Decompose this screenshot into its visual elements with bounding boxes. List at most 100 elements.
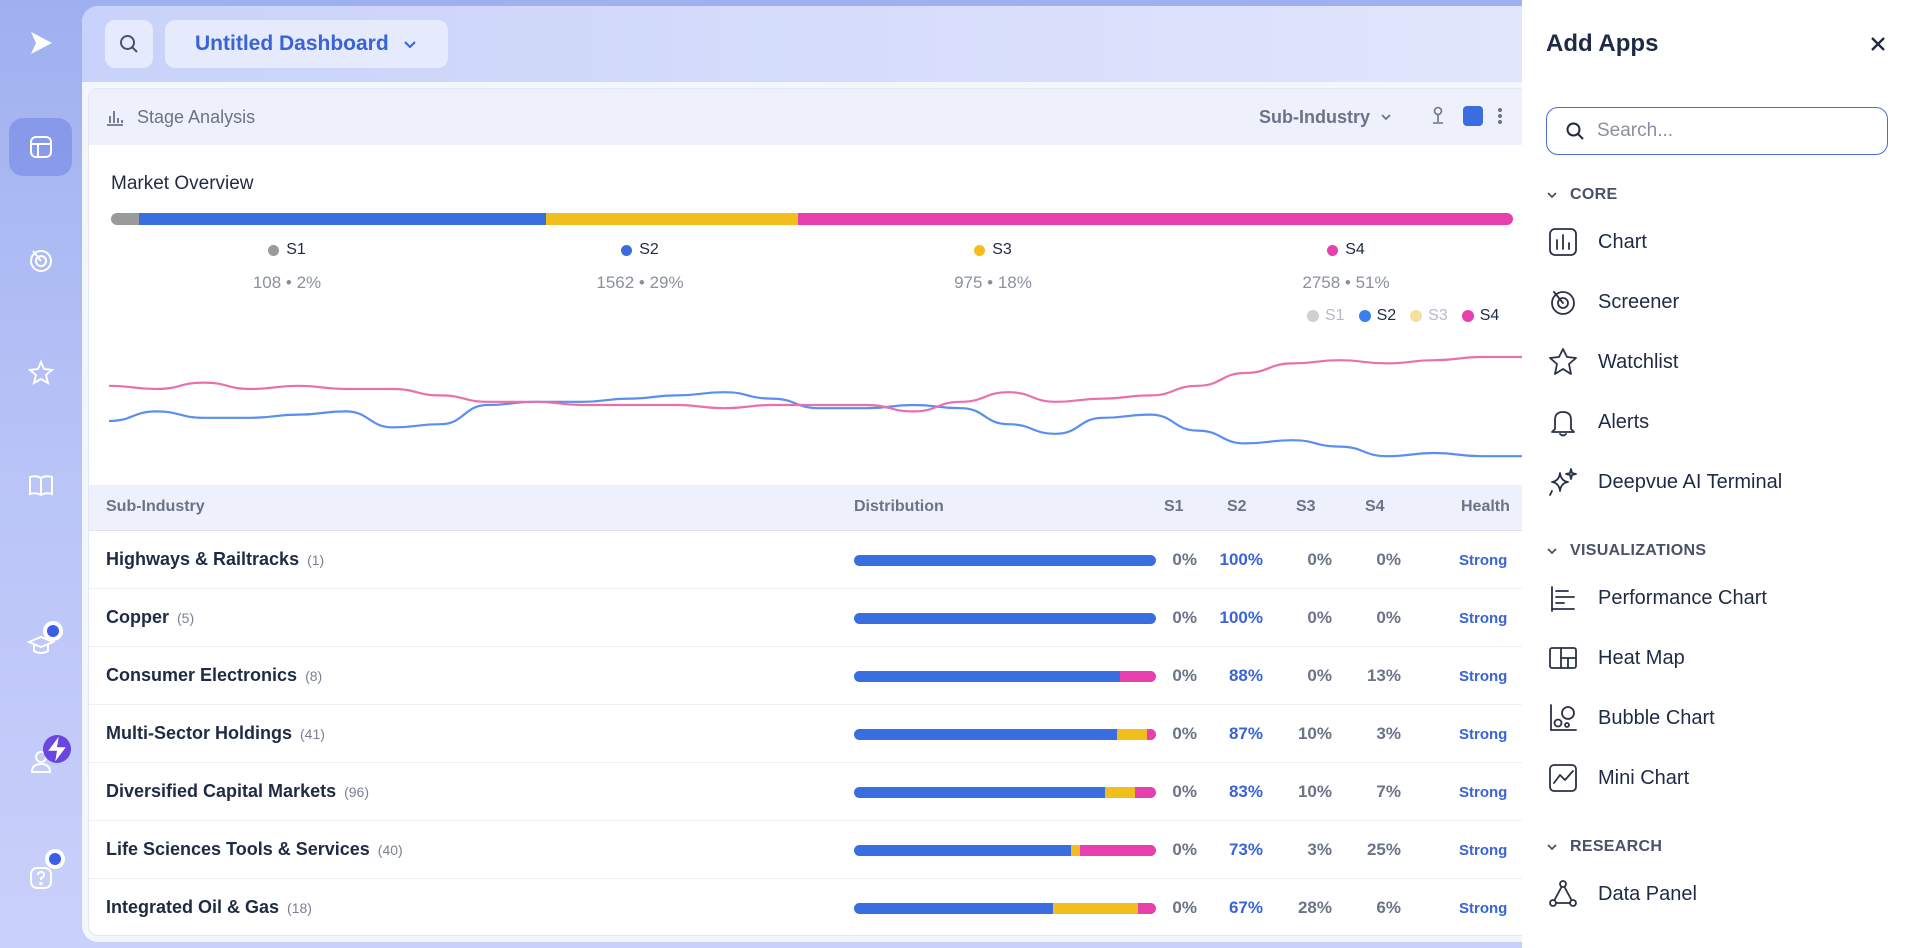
search-icon <box>120 35 138 53</box>
app-item-label: Bubble Chart <box>1598 706 1715 729</box>
section-header-visualizations[interactable]: VISUALIZATIONS <box>1546 542 1706 560</box>
stage-name: S1 <box>187 241 387 259</box>
row-name: Multi-Sector Holdings (41) <box>106 723 325 744</box>
market-overview-title: Market Overview <box>111 173 254 194</box>
app-item-deepvue-ai-terminal[interactable]: Deepvue AI Terminal <box>1546 458 1886 506</box>
row-s1: 0% <box>1172 840 1197 859</box>
app-item-data-panel[interactable]: Data Panel <box>1546 870 1886 918</box>
legend-item-s2[interactable]: S2 <box>1358 307 1397 325</box>
close-panel-button[interactable] <box>1862 28 1894 60</box>
table-row[interactable]: Highways & Railtracks (1) 0% 100% 0% 0% Strong <box>89 531 1522 589</box>
bell-icon <box>1551 411 1575 437</box>
row-count: (40) <box>377 842 403 858</box>
app-item-alerts[interactable]: Alerts <box>1546 398 1886 446</box>
distribution-segment <box>854 671 1120 682</box>
rail-learn-button[interactable] <box>9 616 72 674</box>
app-search-input[interactable] <box>1597 120 1867 142</box>
table-row[interactable]: Integrated Oil & Gas (18) 0% 67% 28% 6% Strong <box>89 879 1522 935</box>
app-item-watchlist[interactable]: Watchlist <box>1546 338 1886 386</box>
chevron-down-icon <box>1547 844 1557 851</box>
rail-research-button[interactable] <box>9 456 72 514</box>
row-name: Copper (5) <box>106 607 194 628</box>
app-logo[interactable] <box>9 14 72 72</box>
app-item-performance-chart[interactable]: Performance Chart <box>1546 574 1886 622</box>
card-header-actions <box>1427 105 1503 127</box>
distribution-segment <box>1134 787 1156 798</box>
row-name-text: Consumer Electronics <box>106 665 298 685</box>
app-item-label: Watchlist <box>1598 350 1679 373</box>
book-icon <box>28 475 53 497</box>
stacked-segment-s4 <box>797 213 1513 225</box>
stacked-segment-s1 <box>111 213 140 225</box>
app-item-label: Mini Chart <box>1598 766 1690 789</box>
stage-stat-s4: S4 2758 • 51% <box>1246 241 1446 293</box>
row-s3: 0% <box>1307 608 1332 627</box>
table-row[interactable]: Multi-Sector Holdings (41) 0% 87% 10% 3% Stron… <box>89 705 1522 763</box>
bar-chart-icon <box>107 111 123 126</box>
app-item-chart[interactable]: Chart <box>1546 218 1886 266</box>
app-item-screener[interactable]: Screener <box>1546 278 1886 326</box>
row-s2: 100% <box>1219 550 1263 569</box>
stage-name: S3 <box>893 241 1093 259</box>
legend-item-s1[interactable]: S1 <box>1307 307 1345 325</box>
global-search-button[interactable] <box>105 20 153 68</box>
legend-label: S2 <box>1376 307 1397 324</box>
dashboard-selector[interactable]: Untitled Dashboard <box>165 20 448 68</box>
card-title: Stage Analysis <box>105 89 255 145</box>
rail-screener-button[interactable] <box>9 231 72 289</box>
distribution-segment <box>1080 845 1156 856</box>
row-s4: 13% <box>1366 666 1401 685</box>
legend-item-s4[interactable]: S4 <box>1461 307 1499 325</box>
chevron-down-icon <box>1381 114 1391 121</box>
col-s1[interactable]: S1 <box>1164 498 1184 515</box>
col-health[interactable]: Health <box>1461 498 1510 515</box>
app-item-heat-map[interactable]: Heat Map <box>1546 634 1886 682</box>
rail-help-button[interactable] <box>9 848 72 906</box>
chart-legend: S1 S2 S3 S4 <box>1307 307 1499 325</box>
stage-line-chart <box>109 355 1522 458</box>
row-count: (8) <box>305 668 323 684</box>
app-item-label: Chart <box>1598 230 1647 253</box>
row-s3: 0% <box>1307 550 1332 569</box>
row-s2: 88% <box>1228 666 1263 685</box>
legend-label: S1 <box>1325 307 1345 324</box>
row-name-text: Diversified Capital Markets <box>106 781 337 801</box>
left-rail <box>0 0 82 948</box>
row-distribution-bar <box>854 903 1156 914</box>
legend-item-s3[interactable]: S3 <box>1410 307 1448 325</box>
notification-dot <box>43 621 63 641</box>
row-s2: 100% <box>1219 608 1263 627</box>
row-name: Life Sciences Tools & Services (40) <box>106 839 403 860</box>
col-s4[interactable]: S4 <box>1365 498 1385 515</box>
row-s3: 10% <box>1297 724 1332 743</box>
row-name: Integrated Oil & Gas (18) <box>106 897 312 918</box>
col-s2[interactable]: S2 <box>1227 498 1247 515</box>
more-vertical-icon[interactable] <box>1497 106 1503 126</box>
row-s1: 0% <box>1172 608 1197 627</box>
chevron-down-icon <box>403 41 416 49</box>
table-row[interactable]: Life Sciences Tools & Services (40) 0% 73% 3… <box>89 821 1522 879</box>
section-header-research[interactable]: RESEARCH <box>1546 838 1662 856</box>
rail-account-button[interactable] <box>9 732 72 790</box>
row-health: Strong <box>1459 900 1508 917</box>
table-row[interactable]: Copper (5) 0% 100% 0% 0% Strong <box>89 589 1522 647</box>
section-header-core[interactable]: CORE <box>1546 186 1617 204</box>
pin-icon[interactable] <box>1427 105 1449 127</box>
table-row[interactable]: Consumer Electronics (8) 0% 88% 0% 13% Strong <box>89 647 1522 705</box>
row-s2: 83% <box>1228 782 1263 801</box>
row-name: Consumer Electronics (8) <box>106 665 322 686</box>
row-s4: 7% <box>1376 782 1401 801</box>
app-item-bubble-chart[interactable]: Bubble Chart <box>1546 694 1886 742</box>
row-s1: 0% <box>1172 666 1197 685</box>
rail-dashboard-button[interactable] <box>9 118 72 176</box>
color-swatch[interactable] <box>1463 106 1483 126</box>
rail-watchlist-button[interactable] <box>9 344 72 402</box>
dashboard-icon <box>29 136 52 158</box>
col-sub-industry[interactable]: Sub-Industry <box>106 498 205 515</box>
col-s3[interactable]: S3 <box>1296 498 1316 515</box>
group-by-selector[interactable]: Sub-Industry <box>1259 89 1392 145</box>
app-item-mini-chart[interactable]: Mini Chart <box>1546 754 1886 802</box>
table-row[interactable]: Diversified Capital Markets (96) 0% 83% 10% 7… <box>89 763 1522 821</box>
row-distribution-bar <box>854 555 1156 566</box>
col-distribution[interactable]: Distribution <box>854 498 944 515</box>
